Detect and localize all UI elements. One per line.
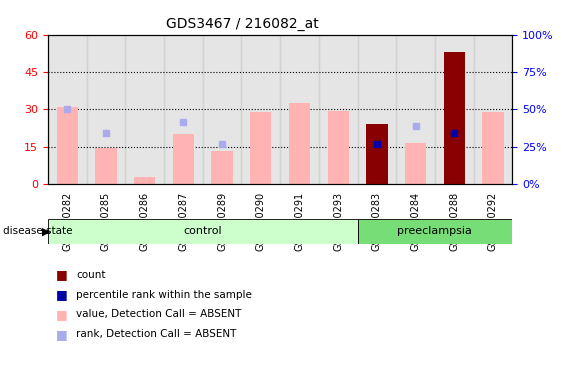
Bar [242, 35, 280, 184]
Text: ■: ■ [56, 308, 68, 321]
Text: preeclampsia: preeclampsia [397, 226, 472, 237]
Bar [396, 35, 435, 184]
Text: ■: ■ [56, 288, 68, 301]
Text: GDS3467 / 216082_at: GDS3467 / 216082_at [166, 17, 319, 31]
Text: rank, Detection Call = ABSENT: rank, Detection Call = ABSENT [76, 329, 236, 339]
Bar [48, 219, 358, 244]
Bar [211, 151, 233, 184]
Bar [358, 219, 512, 244]
Bar [358, 35, 396, 184]
Bar [95, 148, 117, 184]
Bar [134, 177, 155, 184]
Bar [289, 103, 310, 184]
Bar [87, 35, 125, 184]
Bar [444, 52, 465, 184]
Text: ■: ■ [56, 268, 68, 281]
Bar [250, 112, 271, 184]
Bar [280, 35, 319, 184]
Bar [48, 35, 87, 184]
Bar [328, 111, 349, 184]
Bar [56, 107, 78, 184]
Bar [473, 35, 512, 184]
Text: count: count [76, 270, 105, 280]
Bar [203, 35, 242, 184]
Bar [435, 35, 473, 184]
Bar [173, 134, 194, 184]
Text: ▶: ▶ [42, 226, 51, 237]
Text: percentile rank within the sample: percentile rank within the sample [76, 290, 252, 300]
Bar [366, 124, 387, 184]
Bar [319, 35, 358, 184]
Bar [125, 35, 164, 184]
Bar [164, 35, 203, 184]
Text: ■: ■ [56, 328, 68, 341]
Text: control: control [184, 226, 222, 237]
Bar [405, 143, 426, 184]
Bar [482, 112, 504, 184]
Text: disease state: disease state [3, 226, 72, 237]
Text: value, Detection Call = ABSENT: value, Detection Call = ABSENT [76, 310, 242, 319]
